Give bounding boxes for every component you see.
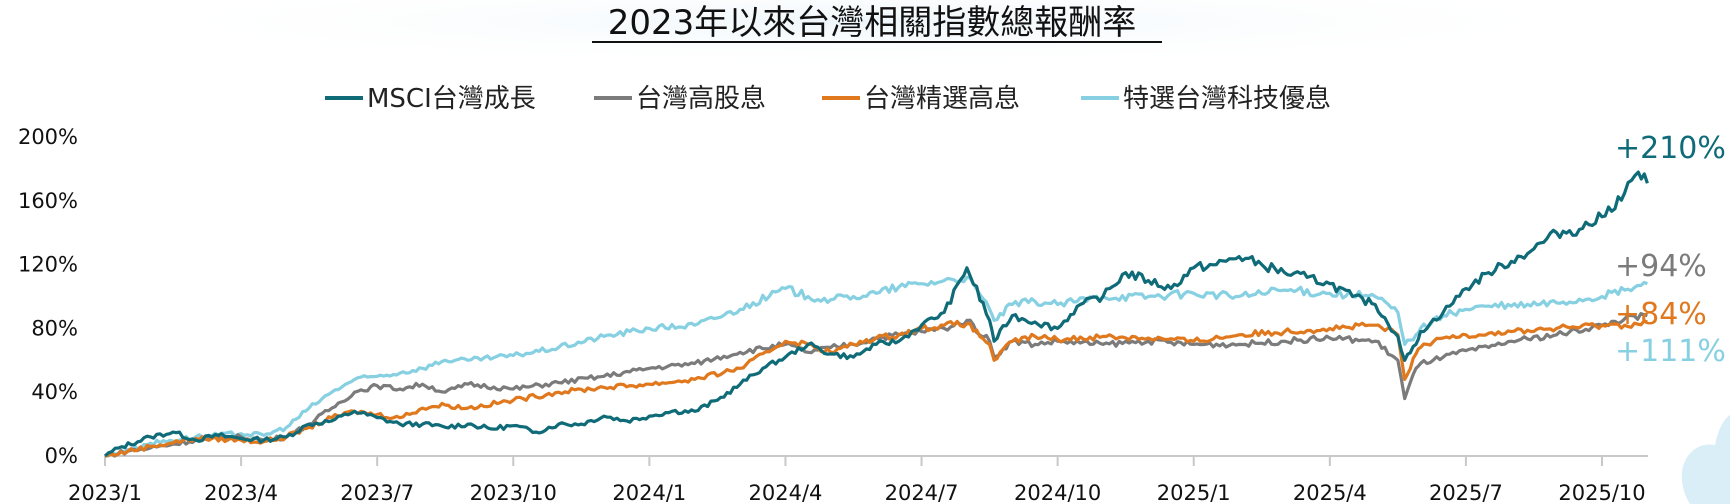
x-tick-label: 2023/4	[204, 481, 278, 504]
x-tick-label: 2025/1	[1157, 481, 1231, 504]
y-tick-label: 80%	[31, 316, 78, 340]
legend-item: MSCI台灣成長	[325, 84, 536, 114]
series-line	[104, 275, 1648, 458]
title-background-glow	[105, 0, 1625, 67]
x-tick-label: 2023/7	[340, 481, 414, 504]
series-end-label: +94%	[1615, 249, 1707, 284]
x-tick-label: 2024/10	[1014, 481, 1101, 504]
x-tick-label: 2025/10	[1558, 481, 1645, 504]
legend-label: 台灣精選高息	[864, 84, 1020, 114]
corner-cloud-decoration	[1681, 415, 1730, 504]
legend-label: MSCI台灣成長	[367, 84, 536, 114]
x-tick-label: 2024/1	[612, 481, 686, 504]
y-tick-label: 40%	[31, 380, 78, 404]
y-axis: 0% 40% 80% 120% 160% 200%	[18, 125, 78, 468]
legend-label: 台灣高股息	[636, 84, 766, 114]
x-axis: 2023/1 2023/4 2023/7 2023/10 2024/1 2024/4 202…	[68, 455, 1648, 504]
end-labels: +210% +94% +84%+111%	[1615, 131, 1726, 369]
series-end-label: +84%	[1615, 297, 1707, 332]
legend-item: 特選台灣科技優息	[1081, 84, 1331, 114]
y-tick-label: 200%	[18, 125, 78, 149]
y-tick-label: 0%	[45, 444, 78, 468]
legend-label: 特選台灣科技優息	[1123, 84, 1331, 114]
legend-item: 台灣高股息	[594, 84, 766, 114]
x-tick-label: 2024/7	[885, 481, 959, 504]
x-tick-label: 2025/7	[1429, 481, 1503, 504]
legend-item: 台灣精選高息	[822, 84, 1020, 114]
series-line	[103, 170, 1649, 458]
series-line	[104, 312, 1648, 458]
chart-title: 2023年以來台灣相關指數總報酬率	[608, 3, 1137, 43]
series-lines	[103, 170, 1649, 458]
series-end-label: +210%	[1615, 131, 1726, 166]
x-tick-label: 2025/4	[1293, 481, 1367, 504]
x-tick-label: 2023/10	[470, 481, 557, 504]
legend: MSCI台灣成長 台灣高股息 台灣精選高息 特選台灣科技優息	[325, 84, 1331, 114]
x-tick-label: 2023/1	[68, 481, 142, 504]
y-tick-label: 160%	[18, 189, 78, 213]
x-tick-label: 2024/4	[749, 481, 823, 504]
y-tick-label: 120%	[18, 253, 78, 277]
series-end-label: +111%	[1615, 334, 1726, 369]
